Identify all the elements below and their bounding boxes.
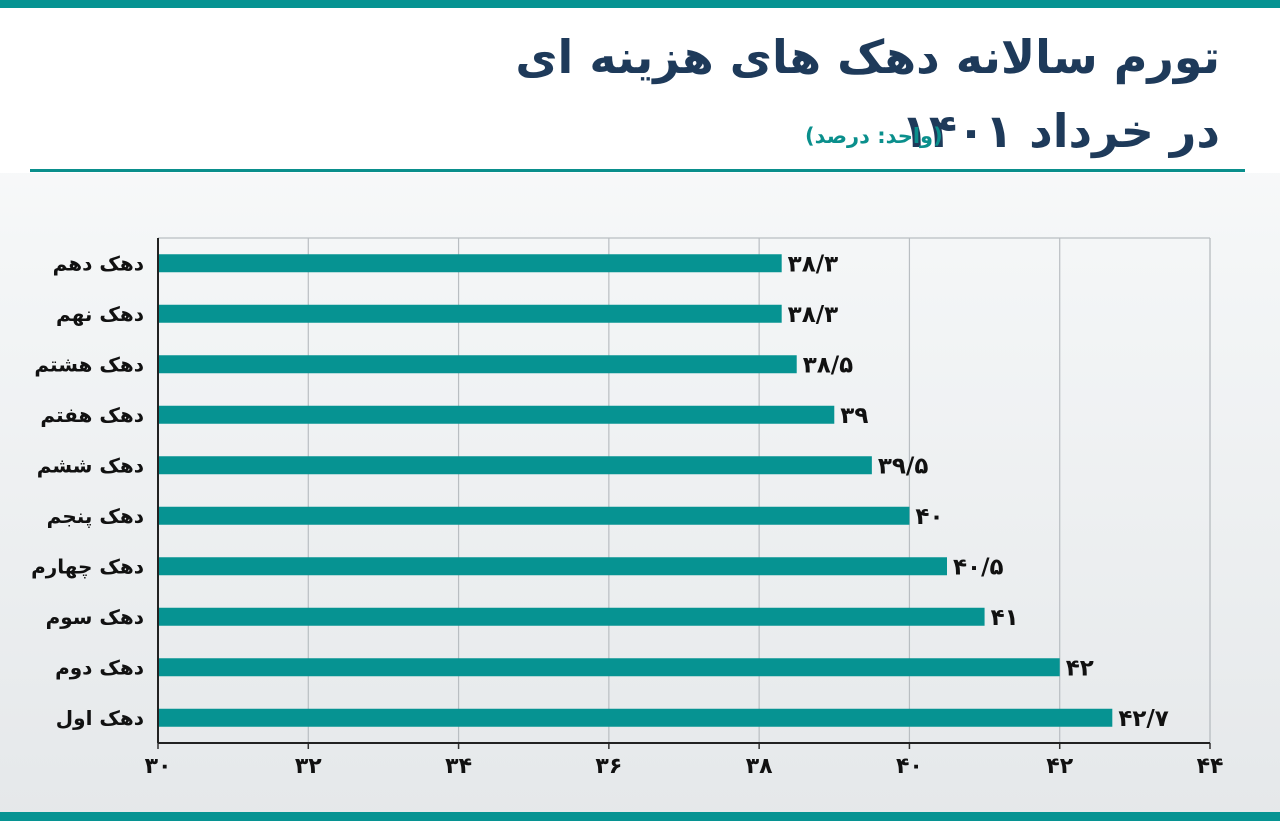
data-label: ۴۰ — [915, 504, 943, 530]
category-label: دهک چهارم — [31, 554, 144, 579]
bar — [159, 708, 1113, 727]
bar — [159, 658, 1060, 677]
category-label: دهک نهم — [56, 302, 144, 326]
top-accent-bar — [0, 0, 1280, 8]
header-divider — [30, 169, 1245, 172]
x-tick-label: ۳۶ — [595, 754, 622, 779]
x-tick-label: ۴۲ — [1046, 754, 1073, 779]
category-label: دهک ششم — [37, 453, 144, 477]
bar — [159, 405, 835, 424]
bar — [159, 254, 782, 273]
x-tick-label: ۳۲ — [295, 754, 322, 779]
unit-label: (واحد: درصد) — [805, 124, 943, 148]
category-label: دهک پنجم — [47, 504, 144, 529]
data-label: ۳۸/۳ — [788, 302, 839, 328]
category-label: دهک سوم — [46, 605, 144, 629]
x-tick-label: ۳۸ — [746, 754, 773, 779]
bar — [159, 557, 947, 576]
chart-title-line2: در خرداد ۱۴۰۱ — [900, 104, 1220, 158]
data-label: ۳۹ — [840, 403, 868, 429]
data-label: ۴۱ — [991, 605, 1019, 631]
category-label: دهک هشتم — [34, 352, 144, 376]
header-panel — [0, 8, 1280, 173]
bar — [159, 456, 872, 475]
category-label: دهک اول — [56, 706, 144, 730]
data-label: ۳۸/۳ — [788, 251, 839, 277]
data-label: ۳۸/۵ — [803, 352, 854, 378]
data-label: ۳۹/۵ — [878, 453, 929, 479]
x-tick-label: ۴۴ — [1197, 754, 1224, 779]
x-tick-label: ۳۴ — [445, 754, 472, 779]
bar — [159, 607, 985, 626]
bar — [159, 355, 797, 374]
chart-title-line1: تورم سالانه دهک های هزینه ای — [515, 30, 1220, 84]
bar — [159, 304, 782, 323]
category-label: دهک دوم — [55, 655, 144, 679]
labels: ۳۰ ۳۲ ۳۴ ۳۶ ۳۸ ۴۰ ۴۲ ۴۴ ۳۸/۳ دهک دهم ۳۸/۳ دهک نهم ۳۸… — [31, 251, 1223, 779]
bar — [159, 506, 910, 525]
category-label: دهک دهم — [53, 251, 144, 275]
bottom-accent-bar — [0, 812, 1280, 821]
data-label: ۴۰/۵ — [953, 554, 1004, 580]
data-label: ۴۲/۷ — [1118, 706, 1169, 732]
x-tick-label: ۴۰ — [896, 754, 923, 779]
category-label: دهک هفتم — [40, 403, 144, 427]
data-label: ۴۲ — [1066, 655, 1094, 681]
x-tick-label: ۳۰ — [145, 754, 172, 779]
bars — [159, 254, 1113, 727]
